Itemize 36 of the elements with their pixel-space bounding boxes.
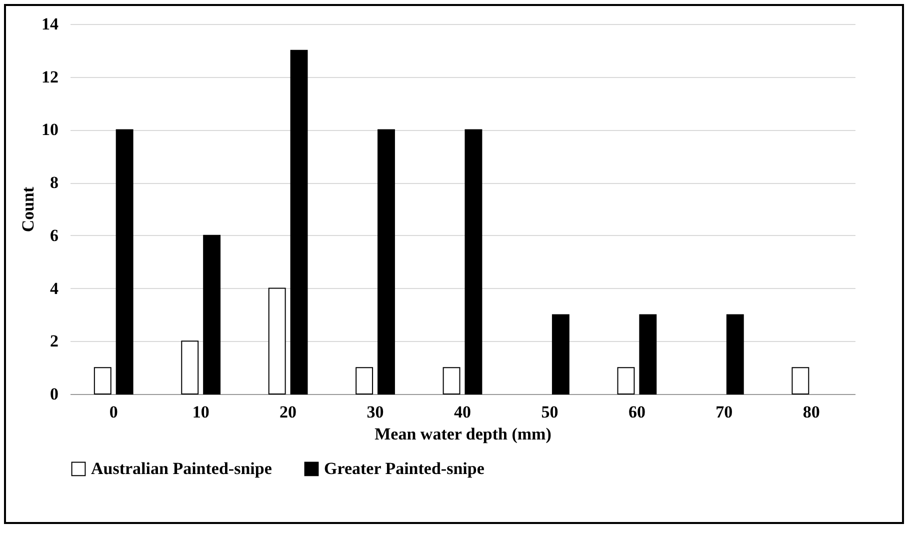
y-axis-title: Count	[18, 186, 38, 232]
legend-label: Greater Painted-snipe	[324, 458, 485, 478]
x-tick-label: 30	[366, 402, 384, 422]
y-tick-label: 4	[50, 278, 59, 298]
x-tick-label: 0	[109, 402, 118, 422]
bar	[268, 288, 286, 394]
x-tick-label: 10	[192, 402, 210, 422]
x-tick-label: 50	[541, 402, 558, 422]
bar	[378, 129, 395, 394]
legend-label: Australian Painted-snipe	[91, 458, 272, 478]
bar	[181, 340, 199, 394]
x-tick-label: 70	[716, 402, 733, 422]
bar	[442, 367, 460, 394]
x-tick-label: 40	[454, 402, 471, 422]
y-tick-label: 2	[50, 332, 58, 351]
x-axis-title: Mean water depth (mm)	[374, 424, 552, 444]
y-tick-label: 6	[50, 226, 58, 245]
bar	[639, 314, 657, 394]
bar	[356, 367, 374, 394]
y-tick-label: 14	[42, 14, 59, 34]
bar	[464, 129, 482, 394]
bar	[726, 314, 744, 394]
x-tick-label: 60	[628, 402, 646, 422]
y-tick-label: 10	[42, 120, 58, 140]
bar	[94, 367, 112, 394]
y-tick-label: 0	[50, 384, 58, 404]
bar	[290, 50, 308, 394]
bar	[116, 129, 134, 394]
x-tick-label: 20	[280, 402, 297, 422]
bar	[203, 234, 221, 394]
bar	[792, 367, 810, 394]
bar	[552, 314, 570, 394]
bar	[617, 367, 635, 394]
x-tick-label: 80	[802, 402, 820, 422]
y-tick-label: 12	[42, 67, 58, 86]
y-tick-label: 8	[50, 173, 58, 192]
